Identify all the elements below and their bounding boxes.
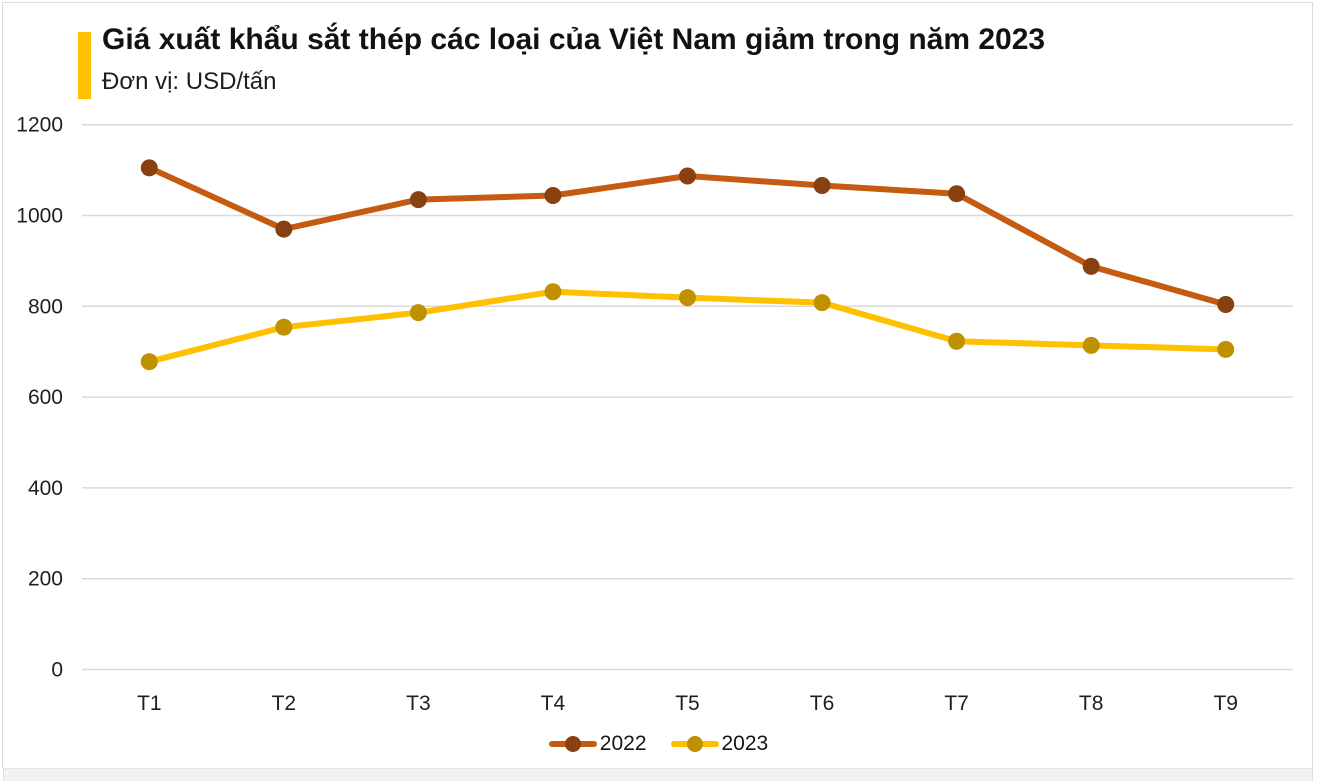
data-point-2023-T1 xyxy=(140,353,158,371)
y-tick-label-800: 800 xyxy=(28,295,63,318)
x-tick-label-T7: T7 xyxy=(944,692,969,715)
legend-item-2022: 2022 xyxy=(548,732,647,756)
data-point-2022-T7 xyxy=(948,185,966,203)
data-point-2023-T3 xyxy=(409,304,427,322)
chart-title: Giá xuất khẩu sắt thép các loại của Việt… xyxy=(102,23,1046,56)
data-point-2023-T5 xyxy=(679,289,696,307)
data-point-2022-T8 xyxy=(1082,257,1100,275)
data-point-2023-T2 xyxy=(275,318,293,336)
y-tick-label-600: 600 xyxy=(28,386,63,409)
x-tick-label-T3: T3 xyxy=(406,692,431,715)
x-tick-label-T4: T4 xyxy=(541,692,566,715)
legend-label-2022: 2022 xyxy=(599,732,647,755)
series-line-2022 xyxy=(146,164,1229,308)
chart-legend: 2022 2023 xyxy=(0,732,1317,756)
data-point-2023-T6 xyxy=(813,294,831,312)
data-point-2023-T8 xyxy=(1082,336,1100,354)
y-tick-label-400: 400 xyxy=(28,477,63,500)
y-tick-label-1200: 1200 xyxy=(16,114,63,137)
data-point-2022-T3 xyxy=(409,191,427,209)
y-tick-label-0: 0 xyxy=(51,659,63,682)
y-tick-label-1000: 1000 xyxy=(16,205,63,228)
x-tick-label-T1: T1 xyxy=(137,692,162,715)
bottom-edge-strip xyxy=(3,768,1313,781)
y-tick-label-200: 200 xyxy=(28,568,63,591)
data-point-2023-T4 xyxy=(544,283,562,301)
x-tick-label-T8: T8 xyxy=(1079,692,1104,715)
data-point-2022-T9 xyxy=(1217,295,1235,313)
data-point-2022-T6 xyxy=(813,177,831,195)
data-point-2023-T9 xyxy=(1217,340,1235,358)
data-point-2022-T1 xyxy=(140,159,158,177)
chart-unit-subtitle: Đơn vị: USD/tấn xyxy=(102,68,277,95)
x-tick-label-T2: T2 xyxy=(272,692,297,715)
data-point-2022-T4 xyxy=(544,187,562,205)
x-tick-label-T9: T9 xyxy=(1213,692,1238,715)
data-point-2023-T7 xyxy=(948,332,966,350)
title-accent-bar xyxy=(78,32,91,99)
legend-marker-2023 xyxy=(670,736,719,752)
data-point-2022-T5 xyxy=(679,167,696,185)
x-tick-label-T5: T5 xyxy=(675,692,700,715)
data-point-2022-T2 xyxy=(275,220,293,238)
legend-marker-2022 xyxy=(548,736,597,752)
x-tick-label-T6: T6 xyxy=(810,692,835,715)
legend-label-2023: 2023 xyxy=(721,732,769,755)
legend-item-2023: 2023 xyxy=(670,732,769,756)
